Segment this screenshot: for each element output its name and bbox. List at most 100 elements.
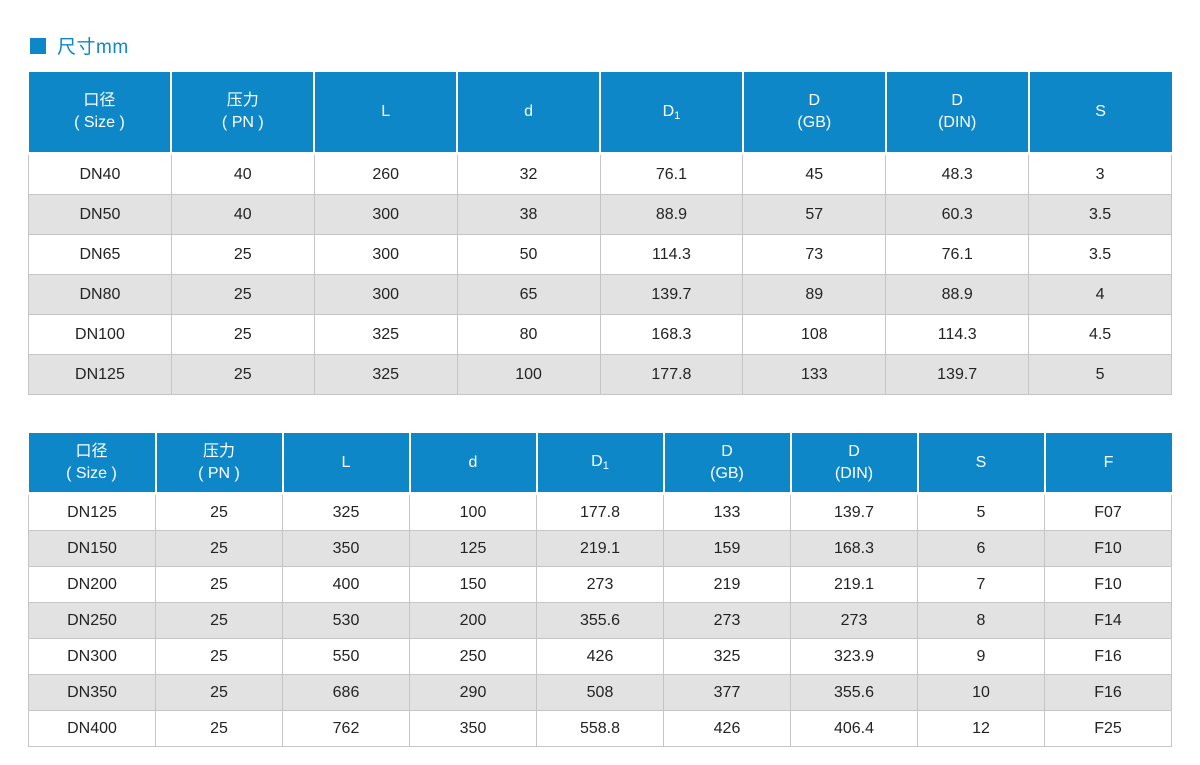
table-cell: 9 <box>917 638 1045 675</box>
table-cell: 200 <box>409 602 537 639</box>
table-cell: 40 <box>170 194 315 235</box>
table-cell: DN125 <box>28 354 172 395</box>
table-cell: 73 <box>742 234 887 275</box>
table-cell: F16 <box>1044 638 1172 675</box>
section-title-row: 尺寸mm <box>30 32 1200 59</box>
table-cell: 139.7 <box>885 354 1030 395</box>
table-cell: 3 <box>1028 153 1172 195</box>
table-cell: 125 <box>409 530 537 567</box>
table-cell: 25 <box>155 674 283 711</box>
table-cell: 76.1 <box>599 153 744 195</box>
table-cell: 350 <box>282 530 410 567</box>
table-cell: 25 <box>170 354 315 395</box>
table-row: DN100 25 325 80 168.3 108 114.3 4.5 <box>28 314 1172 355</box>
table-cell: F16 <box>1044 674 1172 711</box>
table-cell: 40 <box>170 153 315 195</box>
column-header: d <box>456 72 600 155</box>
table-cell: 159 <box>663 530 791 567</box>
table-cell: 273 <box>536 566 664 603</box>
table-cell: 177.8 <box>599 354 744 395</box>
table-cell: DN250 <box>28 602 156 639</box>
column-header: D (GB) <box>741 72 886 155</box>
column-header: D (DIN) <box>884 72 1029 155</box>
table-cell: 32 <box>456 153 601 195</box>
table-cell: 219.1 <box>536 530 664 567</box>
column-header: L <box>281 433 410 495</box>
table-cell: 4.5 <box>1028 314 1172 355</box>
table-cell: DN150 <box>28 530 156 567</box>
table-cell: 133 <box>742 354 887 395</box>
table-cell: 325 <box>663 638 791 675</box>
table-cell: DN40 <box>28 153 172 195</box>
table-cell: 3.5 <box>1028 234 1172 275</box>
table-cell: DN80 <box>28 274 172 315</box>
table-cell: 8 <box>917 602 1045 639</box>
table-cell: 4 <box>1028 274 1172 315</box>
table-row: DN250 25 530 200 355.6 273 273 8 F14 <box>28 602 1172 639</box>
table-cell: 300 <box>313 274 458 315</box>
table-cell: 273 <box>663 602 791 639</box>
table-cell: 168.3 <box>599 314 744 355</box>
table-row: DN125 25 325 100 177.8 133 139.7 5 <box>28 354 1172 395</box>
table-cell: 80 <box>456 314 601 355</box>
table-cell: 114.3 <box>885 314 1030 355</box>
table-cell: 45 <box>742 153 887 195</box>
table-cell: 139.7 <box>790 493 918 531</box>
table-cell: 508 <box>536 674 664 711</box>
table-cell: DN350 <box>28 674 156 711</box>
table-cell: 686 <box>282 674 410 711</box>
table-cell: 57 <box>742 194 887 235</box>
table-cell: 6 <box>917 530 1045 567</box>
column-header: 压力( PN ) <box>154 433 283 495</box>
size-table-2-body: DN125 25 325 100 177.8 133 139.7 5 F07 DN150 25 350… <box>28 493 1172 747</box>
table-cell: DN100 <box>28 314 172 355</box>
table-cell: 25 <box>155 710 283 747</box>
table-cell: F25 <box>1044 710 1172 747</box>
table-cell: 89 <box>742 274 887 315</box>
table-cell: F10 <box>1044 566 1172 603</box>
table-cell: 406.4 <box>790 710 918 747</box>
column-header: L <box>313 72 458 155</box>
table-cell: 48.3 <box>885 153 1030 195</box>
table-cell: 325 <box>282 493 410 531</box>
table-cell: 260 <box>313 153 458 195</box>
table-cell: 325 <box>313 354 458 395</box>
column-header: 口径( Size ) <box>28 72 172 155</box>
table-row: DN65 25 300 50 114.3 73 76.1 3.5 <box>28 234 1172 275</box>
table-cell: 355.6 <box>536 602 664 639</box>
table-cell: 114.3 <box>599 234 744 275</box>
table-cell: 133 <box>663 493 791 531</box>
table-cell: 10 <box>917 674 1045 711</box>
table-cell: 100 <box>409 493 537 531</box>
table-row: DN80 25 300 65 139.7 89 88.9 4 <box>28 274 1172 315</box>
table-row: DN400 25 762 350 558.8 426 406.4 12 F25 <box>28 710 1172 747</box>
table-cell: 100 <box>456 354 601 395</box>
table-cell: 38 <box>456 194 601 235</box>
table-cell: F10 <box>1044 530 1172 567</box>
table-cell: 25 <box>155 602 283 639</box>
table-cell: 426 <box>536 638 664 675</box>
table-cell: 5 <box>1028 354 1172 395</box>
table-cell: F14 <box>1044 602 1172 639</box>
table-cell: 25 <box>155 493 283 531</box>
column-header: S <box>916 433 1045 495</box>
column-header: 口径( Size ) <box>28 433 156 495</box>
table-cell: 400 <box>282 566 410 603</box>
table-cell: 350 <box>409 710 537 747</box>
table-cell: 139.7 <box>599 274 744 315</box>
table-cell: 50 <box>456 234 601 275</box>
table-cell: 762 <box>282 710 410 747</box>
column-header: D (GB) <box>662 433 791 495</box>
column-header: D (DIN) <box>789 433 918 495</box>
table-cell: 25 <box>155 566 283 603</box>
table-cell: DN65 <box>28 234 172 275</box>
table-cell: 377 <box>663 674 791 711</box>
size-table-1-body: DN40 40 260 32 76.1 45 48.3 3 DN50 40 300 38 88.9 57 6… <box>28 153 1172 395</box>
table-cell: 550 <box>282 638 410 675</box>
table-cell: 426 <box>663 710 791 747</box>
